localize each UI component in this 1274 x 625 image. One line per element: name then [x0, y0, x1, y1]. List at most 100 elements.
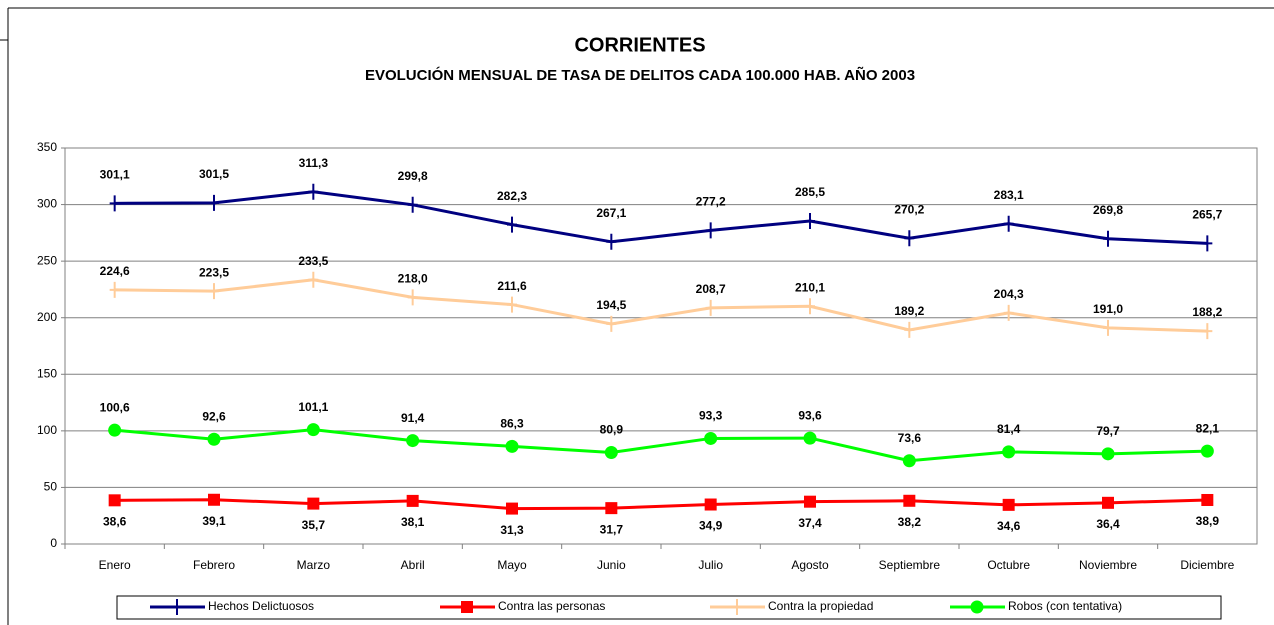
x-tick-label: Agosto: [791, 558, 829, 572]
marker: [732, 599, 742, 615]
marker: [803, 431, 817, 445]
marker: [109, 195, 120, 212]
y-tick-label: 0: [50, 536, 57, 550]
data-label: 299,8: [398, 169, 428, 183]
data-label: 35,7: [302, 518, 326, 532]
y-tick-label: 250: [37, 253, 57, 267]
data-label: 224,6: [100, 264, 130, 278]
marker: [208, 493, 220, 506]
data-label: 38,9: [1196, 514, 1220, 528]
marker: [172, 599, 182, 615]
y-tick-label: 200: [37, 310, 57, 324]
marker: [108, 423, 122, 437]
legend-box: [116, 595, 1222, 620]
data-label: 189,2: [894, 304, 924, 318]
x-tick-label: Febrero: [193, 558, 235, 572]
marker: [109, 281, 120, 298]
y-tick-label: 300: [37, 197, 57, 211]
marker: [407, 196, 418, 213]
marker: [308, 183, 319, 200]
data-label: 81,4: [997, 422, 1021, 436]
marker: [209, 283, 219, 300]
chart-title: CORRIENTES: [574, 34, 705, 56]
marker: [704, 498, 717, 511]
data-label: 277,2: [696, 195, 726, 209]
data-label: 36,4: [1096, 517, 1120, 531]
data-label: 38,1: [401, 515, 425, 529]
y-tick-label: 150: [37, 366, 57, 380]
y-tick-label: 50: [44, 480, 58, 494]
marker: [605, 502, 618, 515]
x-tick-label: Mayo: [497, 558, 527, 572]
marker: [461, 601, 473, 613]
data-label: 100,6: [100, 400, 130, 414]
series-line: [114, 428, 1208, 463]
marker: [507, 296, 517, 313]
data-label: 86,3: [500, 417, 524, 431]
data-label: 301,1: [100, 167, 130, 181]
data-label: 34,9: [699, 519, 723, 533]
data-label: 283,1: [994, 188, 1024, 202]
data-label: 31,3: [500, 523, 524, 537]
data-label: 282,3: [497, 189, 527, 203]
series-line: [114, 498, 1208, 511]
y-tick-label: 350: [37, 140, 57, 154]
marker: [1003, 304, 1014, 321]
marker: [805, 298, 815, 315]
series-line: [114, 190, 1208, 245]
data-label: 31,7: [600, 522, 624, 536]
marker: [606, 233, 617, 250]
data-label: 93,6: [798, 408, 822, 422]
data-label: 39,1: [202, 514, 226, 528]
marker: [209, 194, 219, 211]
marker: [306, 423, 320, 437]
data-label: 218,0: [398, 272, 428, 286]
marker: [307, 497, 320, 510]
marker: [507, 216, 517, 233]
data-label: 311,3: [299, 156, 329, 170]
data-label: 101,1: [298, 400, 328, 414]
data-label: 91,4: [401, 411, 425, 425]
marker: [207, 432, 221, 446]
marker: [505, 439, 519, 453]
legend-label: Contra la propiedad: [768, 599, 873, 613]
legend-label: Hechos Delictuosos: [208, 599, 314, 613]
marker: [904, 321, 915, 338]
series-line: [114, 278, 1208, 333]
marker: [1002, 498, 1015, 511]
marker: [1101, 447, 1115, 461]
marker: [1103, 230, 1113, 247]
legend-label: Robos (con tentativa): [1008, 599, 1122, 613]
data-label: 233,5: [298, 254, 328, 268]
marker: [903, 494, 916, 507]
data-label: 270,2: [894, 202, 924, 216]
data-label: 82,1: [1196, 421, 1220, 435]
data-label: 301,5: [199, 167, 229, 181]
data-label: 194,5: [596, 298, 626, 312]
marker: [406, 434, 420, 448]
marker: [804, 495, 816, 508]
data-label: 34,6: [997, 519, 1021, 533]
data-label: 93,3: [699, 409, 723, 423]
x-tick-label: Noviembre: [1079, 558, 1137, 572]
data-label: 80,9: [600, 423, 624, 437]
marker: [704, 431, 718, 445]
marker: [705, 222, 716, 239]
x-tick-label: Diciembre: [1180, 558, 1234, 572]
x-tick-label: Enero: [99, 558, 131, 572]
data-label: 265,7: [1192, 208, 1222, 222]
chart-subtitle: EVOLUCIÓN MENSUAL DE TASA DE DELITOS CAD…: [365, 66, 915, 84]
data-label: 188,2: [1192, 305, 1222, 319]
marker: [407, 289, 418, 306]
marker: [1202, 235, 1213, 252]
data-label: 208,7: [696, 282, 726, 296]
marker: [902, 454, 916, 468]
x-tick-label: Julio: [698, 558, 723, 572]
marker: [506, 502, 518, 515]
data-label: 285,5: [795, 185, 825, 199]
data-label: 38,2: [898, 515, 922, 529]
marker: [1202, 323, 1213, 340]
legend-label: Contra las personas: [498, 599, 605, 613]
data-label: 79,7: [1096, 424, 1120, 438]
